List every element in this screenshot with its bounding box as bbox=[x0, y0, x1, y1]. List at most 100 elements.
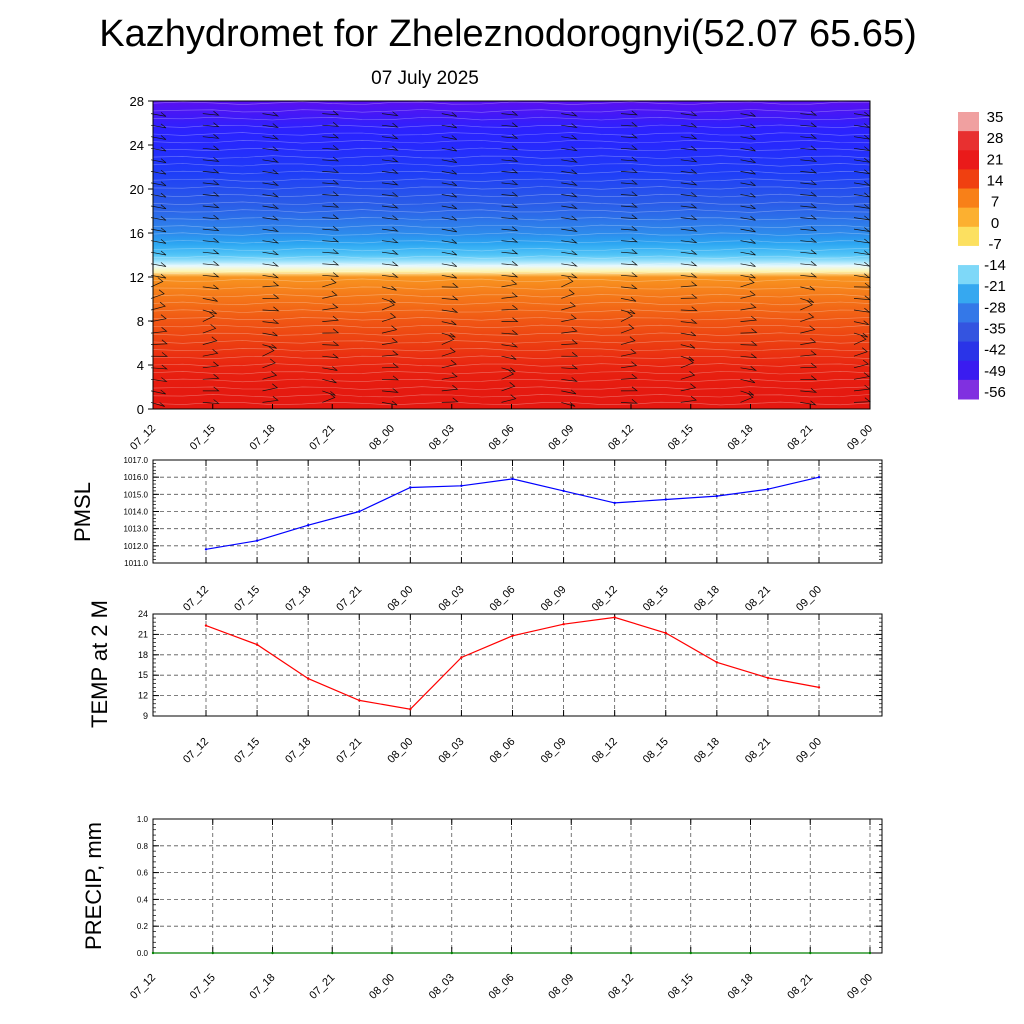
wind-barb bbox=[740, 181, 756, 187]
colorbar-label: 35 bbox=[987, 109, 1004, 126]
xtick-label: 08_12 bbox=[606, 972, 636, 1002]
figure-subtitle: 07 July 2025 bbox=[371, 68, 479, 89]
wind-barb bbox=[150, 192, 167, 198]
wind-barb bbox=[381, 134, 399, 140]
wind-barb bbox=[800, 110, 818, 116]
data-point bbox=[409, 708, 412, 711]
wind-barb bbox=[680, 215, 698, 220]
wind-barb bbox=[262, 396, 279, 403]
wind-barb bbox=[501, 261, 519, 266]
contour-line bbox=[152, 247, 871, 252]
contour-line bbox=[152, 332, 871, 336]
data-point bbox=[307, 524, 310, 527]
wind-barb bbox=[501, 122, 519, 128]
wind-barb bbox=[262, 111, 280, 117]
precip-panel: 0.0 0.2 0.4 0.6 0.8 1.0 07_12 07_15 07_18 07_21 08… bbox=[81, 815, 883, 1002]
wind-barb bbox=[441, 216, 458, 221]
wind-barb bbox=[501, 355, 517, 360]
wind-barb bbox=[561, 181, 578, 186]
xtick-label: 08_15 bbox=[641, 584, 671, 614]
ytick-label: 12 bbox=[138, 691, 148, 701]
ytick-label: 9 bbox=[143, 711, 148, 721]
wind-barb bbox=[501, 394, 517, 403]
contour-line bbox=[152, 263, 871, 267]
wind-barb bbox=[322, 191, 340, 197]
wind-barb bbox=[501, 369, 515, 380]
xtick-label: 08_00 bbox=[385, 736, 415, 766]
ytick-label: 1016.0 bbox=[124, 473, 149, 482]
xtick-label: 08_09 bbox=[539, 736, 569, 766]
wind-barb bbox=[680, 111, 698, 117]
wind-barb bbox=[262, 346, 275, 357]
ylabel: PRECIP, mm bbox=[81, 822, 106, 950]
wind-barb bbox=[620, 260, 638, 266]
colorbar-swatch bbox=[958, 112, 979, 132]
wind-barb bbox=[150, 364, 168, 370]
wind-barb bbox=[680, 331, 697, 337]
wind-barb bbox=[740, 273, 756, 279]
wind-barb bbox=[680, 249, 698, 255]
heat-xtick-label: 09_00 bbox=[845, 423, 875, 453]
wind-barb bbox=[800, 134, 818, 139]
wind-barb bbox=[150, 181, 167, 187]
wind-barb bbox=[620, 156, 638, 162]
wind-barb bbox=[740, 378, 756, 384]
wind-barb bbox=[620, 191, 638, 197]
ytick-label: 0.0 bbox=[137, 949, 149, 958]
wind-barb bbox=[262, 134, 280, 140]
heat-ytick-label: 8 bbox=[137, 314, 144, 329]
contour-line bbox=[152, 324, 871, 329]
colorbar-swatch bbox=[958, 226, 979, 247]
contour-line bbox=[152, 270, 871, 275]
contour-line bbox=[152, 193, 871, 198]
wind-barb bbox=[322, 237, 340, 243]
wind-barb bbox=[740, 340, 758, 346]
colorbar-swatch bbox=[958, 207, 979, 228]
wind-barb bbox=[680, 226, 698, 232]
wind-barb bbox=[620, 179, 638, 185]
wind-barb bbox=[381, 226, 399, 232]
colorbar-label: -42 bbox=[984, 342, 1006, 359]
wind-barb bbox=[262, 204, 280, 209]
wind-barb bbox=[150, 289, 165, 299]
wind-barb bbox=[441, 384, 459, 392]
data-point bbox=[307, 677, 310, 680]
wind-barb bbox=[262, 123, 280, 129]
wind-barb bbox=[800, 157, 818, 162]
ytick-label: 1013.0 bbox=[124, 525, 149, 534]
heat-xtick-label: 08_21 bbox=[785, 423, 815, 453]
wind-barb bbox=[381, 337, 399, 345]
heat-ytick-label: 24 bbox=[130, 138, 144, 153]
wind-barb bbox=[202, 386, 220, 392]
xtick-label: 07_18 bbox=[283, 584, 313, 614]
colorbar-swatch bbox=[958, 379, 979, 400]
wind-barb bbox=[262, 319, 280, 324]
wind-barb bbox=[322, 202, 340, 208]
ytick-label: 21 bbox=[138, 629, 148, 639]
wind-barb bbox=[680, 383, 697, 392]
data-point bbox=[715, 494, 718, 498]
heat-field bbox=[153, 101, 870, 409]
wind-barb bbox=[800, 337, 817, 345]
wind-barb bbox=[202, 168, 220, 174]
xtick-label: 08_15 bbox=[641, 736, 671, 766]
ytick-label: 1.0 bbox=[137, 815, 149, 824]
wind-barb bbox=[800, 388, 818, 393]
wind-barb bbox=[322, 328, 340, 334]
wind-barb bbox=[262, 273, 280, 279]
wind-barb bbox=[740, 328, 758, 334]
colorbar-label: -14 bbox=[984, 257, 1006, 274]
heat-ytick-label: 12 bbox=[130, 270, 144, 285]
xtick-label: 07_15 bbox=[232, 584, 262, 614]
wind-barb bbox=[441, 239, 458, 244]
contour-line bbox=[152, 109, 871, 113]
colorbar-swatch bbox=[958, 284, 979, 304]
wind-barb bbox=[740, 250, 756, 256]
data-point bbox=[715, 661, 718, 664]
heat-ytick-label: 0 bbox=[137, 402, 144, 417]
wind-barb bbox=[853, 157, 871, 163]
xtick-label: 08_12 bbox=[590, 736, 620, 766]
wind-barb bbox=[381, 375, 400, 381]
wind-barb bbox=[561, 146, 578, 152]
data-point bbox=[817, 686, 821, 689]
